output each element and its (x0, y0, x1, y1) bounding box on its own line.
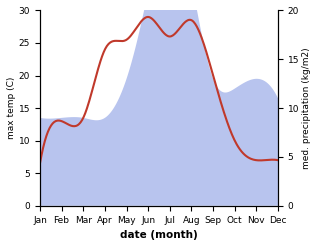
Y-axis label: med. precipitation (kg/m2): med. precipitation (kg/m2) (302, 47, 311, 169)
X-axis label: date (month): date (month) (120, 230, 198, 240)
Y-axis label: max temp (C): max temp (C) (7, 77, 16, 139)
